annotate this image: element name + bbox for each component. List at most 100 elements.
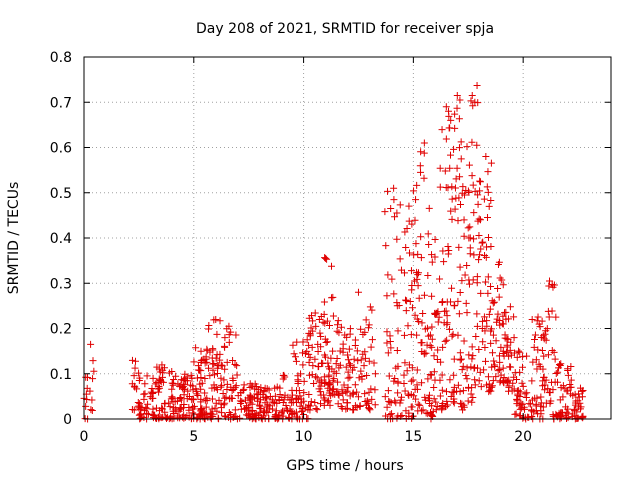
data-point bbox=[462, 299, 470, 307]
data-point bbox=[513, 353, 521, 361]
data-point bbox=[219, 389, 227, 397]
data-point bbox=[496, 365, 504, 373]
data-point bbox=[444, 184, 452, 192]
data-point bbox=[410, 251, 418, 259]
data-point bbox=[209, 360, 217, 368]
data-point bbox=[231, 361, 239, 369]
data-point bbox=[321, 351, 329, 359]
data-point bbox=[486, 305, 494, 313]
data-point bbox=[351, 341, 359, 349]
data-point bbox=[370, 359, 378, 367]
data-point bbox=[155, 365, 163, 373]
data-point bbox=[311, 309, 319, 317]
data-point bbox=[295, 386, 303, 394]
data-point bbox=[221, 412, 229, 420]
data-point bbox=[485, 234, 493, 242]
data-point bbox=[506, 346, 514, 354]
data-point bbox=[438, 402, 446, 410]
data-point bbox=[194, 392, 202, 400]
data-point bbox=[476, 187, 484, 195]
data-point bbox=[346, 373, 354, 381]
data-point bbox=[236, 414, 244, 422]
data-point bbox=[408, 304, 416, 312]
data-point bbox=[393, 347, 401, 355]
data-point bbox=[307, 312, 315, 320]
data-point bbox=[354, 393, 362, 401]
data-point bbox=[450, 302, 458, 310]
data-point bbox=[234, 392, 242, 400]
data-point bbox=[437, 358, 445, 366]
data-point bbox=[217, 374, 225, 382]
data-point bbox=[344, 368, 352, 376]
data-point bbox=[443, 312, 451, 320]
data-point bbox=[463, 261, 471, 269]
x-tick-label: 0 bbox=[80, 429, 89, 445]
data-point bbox=[463, 143, 471, 151]
data-point bbox=[319, 318, 327, 326]
data-point bbox=[466, 250, 474, 258]
data-point bbox=[292, 408, 300, 416]
data-point bbox=[411, 277, 419, 285]
data-point bbox=[454, 381, 462, 389]
data-point bbox=[316, 329, 324, 337]
data-point bbox=[357, 356, 365, 364]
data-point bbox=[322, 338, 330, 346]
data-point bbox=[474, 191, 482, 199]
data-point bbox=[321, 254, 329, 262]
data-point bbox=[282, 401, 290, 409]
data-point bbox=[393, 414, 401, 422]
data-point bbox=[351, 381, 359, 389]
data-point bbox=[530, 343, 538, 351]
data-point bbox=[383, 339, 391, 347]
data-point bbox=[499, 364, 507, 372]
data-point bbox=[455, 115, 463, 123]
data-point bbox=[320, 401, 328, 409]
data-point bbox=[446, 376, 454, 384]
data-point bbox=[470, 235, 478, 243]
data-point bbox=[140, 414, 148, 422]
data-point bbox=[241, 396, 249, 404]
data-point bbox=[515, 401, 523, 409]
data-point bbox=[463, 364, 471, 372]
data-point bbox=[320, 298, 328, 306]
data-point bbox=[483, 243, 491, 251]
data-point bbox=[131, 364, 139, 372]
data-point bbox=[168, 393, 176, 401]
data-point bbox=[468, 355, 476, 363]
data-point bbox=[426, 371, 434, 379]
data-point bbox=[411, 311, 419, 319]
data-point bbox=[471, 364, 479, 372]
data-point bbox=[328, 262, 336, 270]
data-point bbox=[501, 334, 509, 342]
data-point bbox=[365, 357, 373, 365]
y-tick-label: 0.7 bbox=[50, 95, 72, 111]
data-point bbox=[499, 281, 507, 289]
data-point bbox=[394, 327, 402, 335]
data-point bbox=[161, 400, 169, 408]
data-point bbox=[89, 357, 97, 365]
data-point bbox=[276, 390, 284, 398]
data-point bbox=[420, 291, 428, 299]
data-point bbox=[448, 332, 456, 340]
data-point bbox=[498, 276, 506, 284]
data-point bbox=[141, 380, 149, 388]
data-point bbox=[443, 336, 451, 344]
data-point bbox=[271, 392, 279, 400]
data-point bbox=[456, 356, 464, 364]
data-point bbox=[132, 357, 140, 365]
data-point bbox=[505, 376, 513, 384]
data-point bbox=[289, 341, 297, 349]
data-point bbox=[182, 377, 190, 385]
data-point bbox=[447, 151, 455, 159]
data-point bbox=[496, 358, 504, 366]
data-point bbox=[300, 377, 308, 385]
data-point bbox=[260, 388, 268, 396]
data-point bbox=[468, 172, 476, 180]
data-point bbox=[312, 405, 320, 413]
data-point bbox=[431, 236, 439, 244]
data-point bbox=[187, 371, 195, 379]
data-point bbox=[201, 389, 209, 397]
data-point bbox=[156, 384, 164, 392]
data-point bbox=[383, 328, 391, 336]
data-point bbox=[279, 372, 287, 380]
